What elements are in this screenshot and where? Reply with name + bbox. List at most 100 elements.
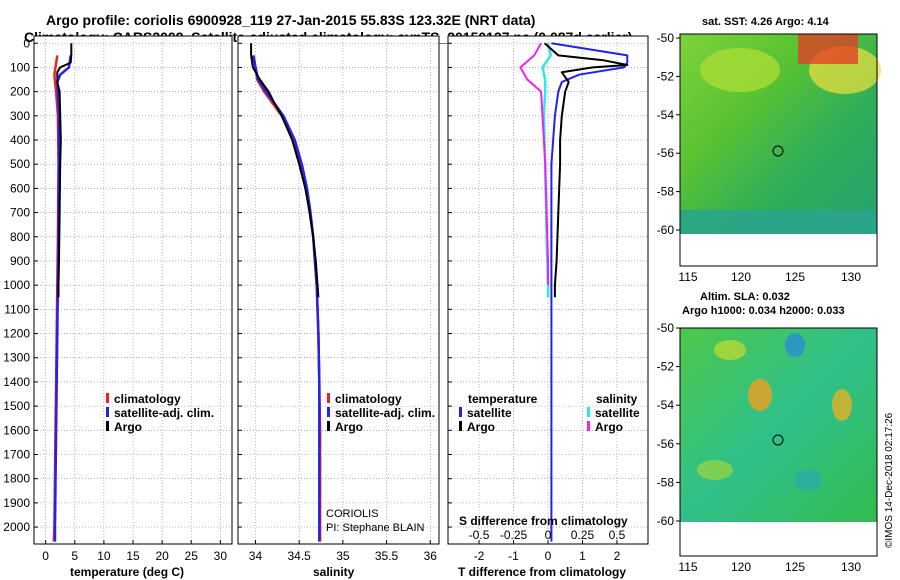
lon-tick-label: 130 xyxy=(841,560,861,574)
institution-annotation: CORIOLIS xyxy=(326,508,379,520)
salinity-tick-labels: 34 34.5 35 35.5 36 xyxy=(249,549,437,563)
x-tick-label: 36 xyxy=(424,549,438,563)
x-tick-label: 0 xyxy=(42,549,49,563)
sla-map-title: Altim. SLA: 0.032 xyxy=(700,291,790,303)
depth-tick-label: 1200 xyxy=(3,327,30,341)
sla-lon-labels: 115 120 125 130 xyxy=(678,560,861,574)
lat-tick-label: -58 xyxy=(657,475,675,489)
depth-tick-labels: 0 100 200 300 400 500 600 700 800 900 1000 1100 1200… xyxy=(3,36,30,534)
lat-tick-label: -50 xyxy=(657,31,675,45)
lat-tick-label: -60 xyxy=(657,514,675,528)
x-tick-label: 5 xyxy=(71,549,78,563)
x-tick-label: -2 xyxy=(474,549,485,563)
lon-tick-label: 120 xyxy=(731,560,751,574)
argo-float-marker xyxy=(772,145,784,157)
x-tick-label: 15 xyxy=(126,549,140,563)
lon-tick-label: 125 xyxy=(785,560,805,574)
pi-annotation: PI: Stephane BLAIN xyxy=(326,522,425,534)
x-tick-label: 30 xyxy=(214,549,228,563)
depth-tick-label: 400 xyxy=(10,133,30,147)
s-tick-label: 0 xyxy=(545,528,552,542)
lon-tick-label: 115 xyxy=(678,560,697,574)
lat-tick-label: -54 xyxy=(657,108,675,122)
depth-tick-label: 900 xyxy=(10,254,30,268)
legend-swatch-t-argo xyxy=(459,421,462,431)
x-tick-label: 35.5 xyxy=(375,549,399,563)
depth-tick-label: 700 xyxy=(10,206,30,220)
legend-swatch-s-argo xyxy=(587,421,590,431)
chart-title-line1: Argo profile: coriolis 6900928_119 27-Ja… xyxy=(46,12,536,28)
x-tick-label: 34 xyxy=(249,549,263,563)
legend-swatch-argo xyxy=(106,421,109,431)
difference-legend-salinity: salinity satellite Argo xyxy=(587,392,640,434)
t-difference-axis-label: T difference from climatology xyxy=(458,565,626,579)
legend-climatology: climatology xyxy=(335,392,402,406)
depth-tick-label: 100 xyxy=(10,60,30,74)
depth-tick-label: 2000 xyxy=(3,520,30,534)
salinity-lines xyxy=(250,43,322,542)
difference-legend-temperature: temperature satellite Argo xyxy=(459,392,538,434)
depth-tick-label: 1100 xyxy=(4,302,30,316)
lat-tick-label: -58 xyxy=(657,185,675,199)
legend-swatch-argo xyxy=(327,421,330,431)
depth-tick-label: 500 xyxy=(10,157,30,171)
legend-t-satellite: satellite xyxy=(467,406,512,420)
x-tick-label: 2 xyxy=(614,549,621,563)
t-difference-tick-labels: -2 -1 0 1 2 xyxy=(474,549,621,563)
sst-warm-patch xyxy=(700,48,780,92)
depth-tick-label: 200 xyxy=(10,85,30,99)
temperature-panel: 0100200300400500600700800900100011001200… xyxy=(3,35,233,579)
series-line-temperature-satellite xyxy=(550,42,629,542)
sst-map-title: sat. SST: 4.26 Argo: 4.14 xyxy=(702,16,830,28)
lon-tick-label: 115 xyxy=(678,270,697,284)
sla-low-patch xyxy=(794,470,822,490)
depth-tick-label: 300 xyxy=(10,109,30,123)
x-tick-label: 20 xyxy=(155,549,169,563)
sst-cold-band xyxy=(680,210,877,234)
series-line-argo xyxy=(56,43,73,298)
sla-lat-labels: -50 -52 -54 -56 -58 -60 xyxy=(657,321,680,528)
lon-tick-label: 120 xyxy=(731,270,751,284)
sst-lat-labels: -50 -52 -54 -56 -58 -60 xyxy=(657,31,680,237)
legend-satellite-adj: satellite-adj. clim. xyxy=(114,406,214,420)
x-tick-label: 0 xyxy=(545,549,552,563)
depth-tick-label: 1500 xyxy=(3,399,30,413)
depth-tick-label: 600 xyxy=(10,181,30,195)
legend-climatology: climatology xyxy=(114,392,181,406)
depth-tick-label: 1400 xyxy=(3,375,30,389)
salinity-panel: 34 34.5 35 35.5 36 salinity climatology sate… xyxy=(237,35,440,579)
x-tick-label: 35 xyxy=(336,549,350,563)
legend-swatch-satellite xyxy=(106,407,109,417)
depth-tick-label: 1700 xyxy=(3,447,30,461)
depth-tick-label: 1800 xyxy=(3,472,30,486)
legend-salinity-title: salinity xyxy=(596,392,638,406)
x-tick-label: 10 xyxy=(97,549,111,563)
series-line-satellite-adj-clim- xyxy=(53,55,72,542)
legend-swatch-t-satellite xyxy=(459,407,462,417)
sst-map: sat. SST: 4.26 Argo: 4.14 -50-52-54-56-5… xyxy=(657,16,881,284)
x-tick-label: -1 xyxy=(508,549,519,563)
sla-high-patch xyxy=(697,460,733,480)
lat-tick-label: -56 xyxy=(657,437,675,451)
sla-low-patch xyxy=(785,333,805,357)
x-tick-label: 1 xyxy=(579,549,586,563)
salinity-axis-label: salinity xyxy=(313,565,355,579)
legend-s-argo: Argo xyxy=(595,420,623,434)
difference-grid xyxy=(448,36,648,544)
series-line-argo xyxy=(250,43,320,298)
lat-tick-label: -60 xyxy=(657,223,675,237)
s-tick-label: -0.25 xyxy=(500,528,528,542)
lat-tick-label: -54 xyxy=(657,398,675,412)
depth-tick-label: 1000 xyxy=(3,278,30,292)
lon-tick-label: 125 xyxy=(785,270,805,284)
sla-map: Altim. SLA: 0.032 Argo h1000: 0.034 h200… xyxy=(657,291,895,574)
lat-tick-label: -52 xyxy=(657,69,675,83)
difference-panel: -2 -1 0 1 2 -0.5 -0.25 0 0.25 0.5 T difference f… xyxy=(447,35,649,579)
temperature-tick-labels: 0 5 10 15 20 25 30 xyxy=(42,549,227,563)
s-difference-axis-label: S difference from climatology xyxy=(459,514,628,528)
sla-field xyxy=(680,328,877,522)
series-line-temperature-argo xyxy=(543,42,629,298)
imos-credit: ©IMOS 14-Dec-2018 02:17:26 xyxy=(884,412,895,548)
legend-s-satellite: satellite xyxy=(595,406,640,420)
depth-tick-label: 0 xyxy=(23,36,30,50)
